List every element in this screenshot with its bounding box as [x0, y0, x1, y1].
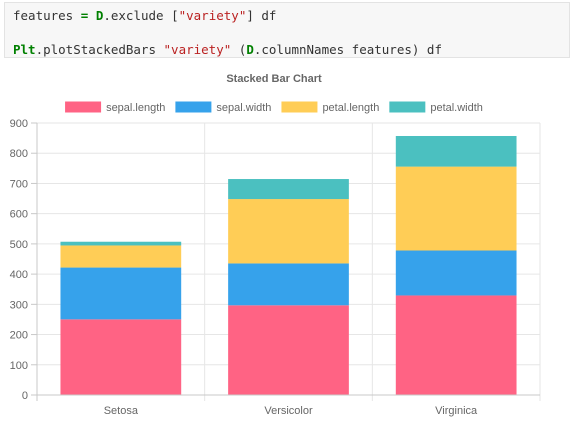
legend-swatch-petal-length — [281, 101, 318, 113]
bar-versicolor-petal-width[interactable] — [228, 179, 349, 200]
chart-container: Stacked Bar Chart sepal.length sepal.widt… — [0, 60, 574, 427]
bar-setosa-petal-width[interactable] — [60, 241, 182, 246]
code-line-1: features = D.exclude ["variety"] df — [13, 7, 561, 24]
chart-legend: sepal.length sepal.width petal.length petal… — [65, 101, 483, 115]
legend-swatch-petal-width — [389, 101, 426, 113]
bar-setosa-petal-length[interactable] — [60, 245, 182, 268]
legend-item-sepal-length[interactable]: sepal.length — [65, 101, 165, 115]
y-tick-label: 600 — [10, 209, 28, 221]
code-token-op: = — [80, 8, 89, 23]
x-tick-label-virginica: Virginica — [435, 405, 478, 417]
legend-label-petal-length: petal.length — [322, 102, 379, 114]
y-tick-label: 200 — [10, 330, 28, 342]
bar-virginica-sepal-length[interactable] — [395, 295, 517, 395]
bar-virginica-petal-length[interactable] — [395, 166, 517, 251]
legend-swatch-sepal-length — [65, 101, 102, 113]
stacked-bar-chart: Stacked Bar Chart sepal.length sepal.widt… — [10, 73, 541, 417]
y-tick-label: 900 — [10, 118, 28, 130]
x-tick-label-setosa: Setosa — [104, 405, 139, 417]
bar-virginica-petal-width[interactable] — [395, 135, 517, 167]
code-token-mid: ( — [231, 42, 247, 57]
code-line-2: Plt.plotStackedBars "variety" (D.columnN… — [13, 41, 561, 58]
y-tick-label: 800 — [10, 148, 28, 160]
legend-label-sepal-length: sepal.length — [106, 102, 165, 114]
code-token-call: .plotStackedBars — [35, 42, 164, 57]
y-tick-label: 500 — [10, 239, 28, 251]
bar-setosa-sepal-length[interactable] — [60, 319, 182, 395]
bar-versicolor-sepal-width[interactable] — [228, 263, 349, 306]
legend-item-petal-width[interactable]: petal.width — [389, 101, 483, 115]
legend-item-sepal-width[interactable]: sepal.width — [175, 101, 271, 115]
chart-bars — [60, 135, 517, 395]
y-tick-label: 0 — [22, 390, 28, 402]
code-token-var: features — [13, 8, 74, 23]
code-line-blank — [13, 24, 561, 41]
legend-swatch-sepal-width — [175, 101, 212, 113]
code-token-module: Plt — [13, 42, 36, 57]
x-tick-label-versicolor: Versicolor — [264, 405, 313, 417]
chart-axes: 0 100 200 300 400 500 600 700 800 900 Setosa Versic… — [10, 118, 540, 417]
legend-item-petal-length[interactable]: petal.length — [281, 101, 379, 115]
y-tick-label: 700 — [10, 178, 28, 190]
code-token-string: "variety" — [163, 42, 232, 57]
y-tick-label: 400 — [10, 269, 28, 281]
bar-versicolor-petal-length[interactable] — [228, 199, 349, 264]
chart-title: Stacked Bar Chart — [226, 73, 322, 85]
code-token-module: D — [95, 8, 104, 23]
bar-stack-versicolor — [228, 179, 349, 395]
legend-label-petal-width: petal.width — [430, 102, 483, 114]
y-tick-label: 300 — [10, 299, 28, 311]
y-tick-label: 100 — [10, 360, 28, 372]
bar-stack-setosa — [60, 241, 182, 395]
code-token-rest: .columnNames features) df — [253, 42, 442, 57]
code-cell[interactable]: features = D.exclude ["variety"] df Plt.… — [4, 2, 570, 58]
code-token-module-2: D — [246, 42, 254, 57]
code-token-rest: ] df — [246, 8, 277, 23]
code-token-call: .exclude [ — [103, 8, 179, 23]
code-token-string: "variety" — [178, 8, 247, 23]
bar-virginica-sepal-width[interactable] — [395, 250, 517, 296]
legend-label-sepal-width: sepal.width — [216, 102, 271, 114]
bar-setosa-sepal-width[interactable] — [60, 267, 182, 320]
bar-stack-virginica — [395, 135, 517, 395]
bar-versicolor-sepal-length[interactable] — [228, 305, 349, 395]
